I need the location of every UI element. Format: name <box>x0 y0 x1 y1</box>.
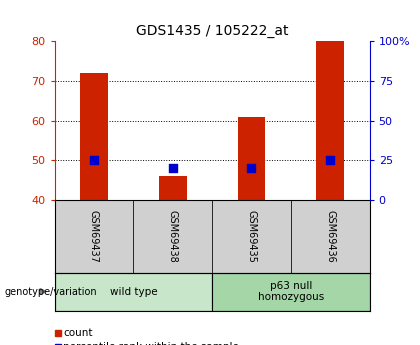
Text: GSM69438: GSM69438 <box>168 210 178 263</box>
Bar <box>238 117 265 200</box>
Bar <box>55 273 212 310</box>
Bar <box>159 176 186 200</box>
Text: GSM69435: GSM69435 <box>247 210 257 263</box>
Point <box>91 158 97 163</box>
Text: p63 null
homozygous: p63 null homozygous <box>258 281 324 302</box>
Text: percentile rank within the sample: percentile rank within the sample <box>63 342 239 345</box>
Text: wild type: wild type <box>110 287 157 296</box>
Point <box>327 158 333 163</box>
Text: count: count <box>63 328 92 338</box>
Title: GDS1435 / 105222_at: GDS1435 / 105222_at <box>136 23 289 38</box>
Bar <box>80 73 108 200</box>
Bar <box>291 200 370 273</box>
Bar <box>212 200 291 273</box>
Text: GSM69436: GSM69436 <box>325 210 335 263</box>
Text: genotype/variation: genotype/variation <box>4 287 97 296</box>
Bar <box>55 200 134 273</box>
Bar <box>316 41 344 200</box>
Text: GSM69437: GSM69437 <box>89 210 99 263</box>
Bar <box>212 273 370 310</box>
Bar <box>134 200 212 273</box>
Point <box>169 166 176 171</box>
Point <box>248 166 255 171</box>
